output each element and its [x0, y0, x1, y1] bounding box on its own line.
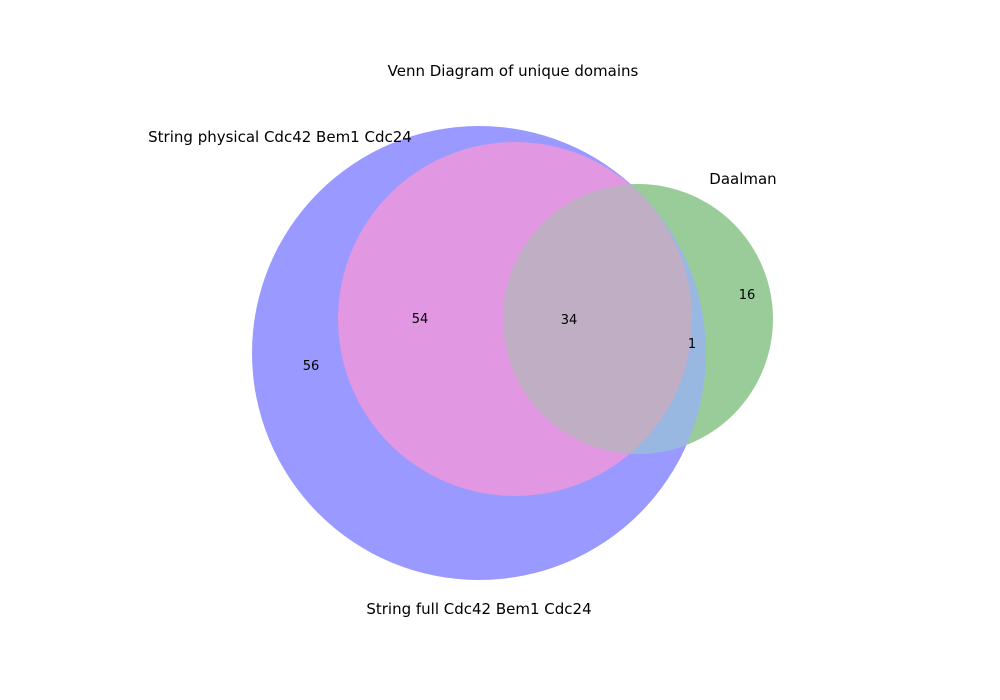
diagram-title: Venn Diagram of unique domains	[388, 62, 639, 80]
count-full-physical-only: 54	[412, 312, 429, 327]
set-label-physical: String physical Cdc42 Bem1 Cdc24	[148, 128, 412, 146]
count-full-daalman-only: 1	[688, 337, 696, 352]
set-label-daalman: Daalman	[709, 170, 776, 188]
count-daalman-only: 16	[739, 288, 756, 303]
count-all-three: 34	[561, 313, 578, 328]
count-full-only: 56	[303, 359, 320, 374]
region-all-three	[503, 184, 692, 454]
set-label-full: String full Cdc42 Bem1 Cdc24	[366, 600, 591, 618]
